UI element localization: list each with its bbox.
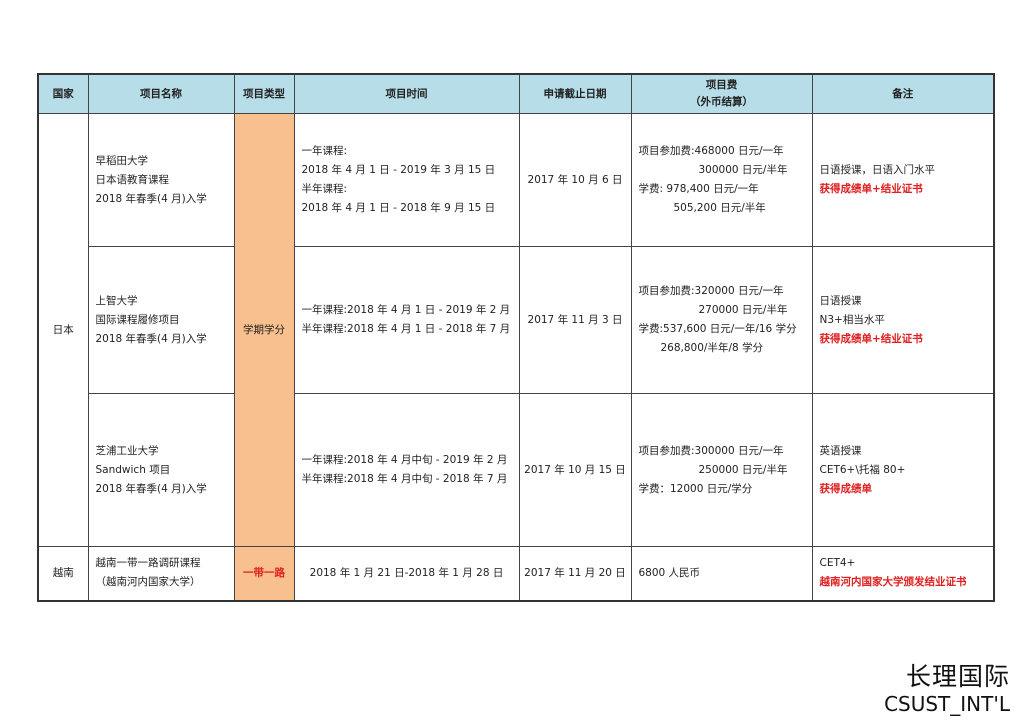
fee-line: 268,800/半年/8 学分 <box>660 342 764 354</box>
header-row: 国家 项目名称 项目类型 项目时间 申请截止日期 项目费 （外币结算） 备注 <box>37 73 995 114</box>
name-line: 芝浦工业大学 <box>95 444 159 457</box>
name-line: 日本语教育课程 <box>95 173 170 186</box>
logo-chinese: 长理国际 <box>905 662 1010 691</box>
header-name: 项目名称 <box>87 73 235 114</box>
notes-line: 日语授课，日语入门水平 <box>819 164 936 176</box>
fee-cell: 6800 人民币 <box>630 546 813 601</box>
time-cell: 2018 年 1 月 21 日-2018 年 1 月 28 日 <box>293 546 520 601</box>
name-line: 越南一带一路调研课程 <box>95 557 201 570</box>
time-line: 一年课程: <box>301 145 348 157</box>
time-line: 半年课程: <box>301 183 348 195</box>
table-row: 日本 早稻田大学日本语教育课程 2018 年春季(4 月)入学 学期学分 一年课程… <box>37 113 995 547</box>
header-fee-line1: 项目费 <box>705 79 738 91</box>
notes-cell: CET4+ 越南河内国家大学颁发结业证书 <box>811 546 995 601</box>
fee-line: 270000 日元/半年 <box>698 304 788 316</box>
time-cell: 一年课程: 2018 年 4 月 1 日 - 2019 年 3 月 15 日半年课… <box>293 113 520 247</box>
deadline-cell: 2017 年 10 月 6 日 <box>518 113 632 247</box>
fee-line: 学费: 978,400 日元/一年 <box>638 183 759 195</box>
fee-line: 505,200 日元/半年 <box>673 202 766 214</box>
notes-highlight: 越南河内国家大学颁发结业证书 <box>819 576 967 589</box>
fee-line: 项目参加费:468000 日元/一年 <box>638 145 784 157</box>
name-line: 国际课程履修项目 <box>95 313 180 326</box>
header-fee: 项目费 （外币结算） <box>630 73 813 114</box>
notes-line: N3+相当水平 <box>819 313 885 326</box>
time-cell: 一年课程:2018 年 4 月中旬 - 2019 年 2 月半年课程:2018 … <box>293 393 520 547</box>
deadline-cell: 2017 年 11 月 3 日 <box>518 246 632 394</box>
name-line: 2018 年春季(4 月)入学 <box>95 332 207 345</box>
logo: 长理国际 CSUST_INT'L <box>884 662 1010 716</box>
type-cell: 学期学分 <box>233 113 295 547</box>
table-row: 上智大学国际课程履修项目 2018 年春季(4 月)入学 一年课程:2018 年 … <box>38 246 995 394</box>
header-time: 项目时间 <box>293 73 520 114</box>
header-country: 国家 <box>37 73 89 114</box>
name-line: 早稻田大学 <box>95 154 149 167</box>
time-line: 2018 年 4 月 1 日 - 2019 年 3 月 15 日 <box>301 164 496 176</box>
header-fee-line2: （外币结算） <box>690 96 753 108</box>
name-line: （越南河内国家大学） <box>95 576 201 589</box>
program-table: 国家 项目名称 项目类型 项目时间 申请截止日期 项目费 （外币结算） 备注 日本… <box>37 73 995 602</box>
fee-cell: 项目参加费:320000 日元/一年 270000 日元/半年学费:537,600… <box>630 246 813 394</box>
time-cell: 一年课程:2018 年 4 月 1 日 - 2019 年 2 月半年课程:201… <box>293 246 520 394</box>
name-cell: 上智大学国际课程履修项目 2018 年春季(4 月)入学 <box>87 246 235 394</box>
header-notes: 备注 <box>811 73 995 114</box>
notes-line: 英语授课 <box>819 444 862 457</box>
name-cell: 越南一带一路调研课程 （越南河内国家大学） <box>87 546 235 601</box>
notes-highlight: 获得成绩单 <box>819 482 873 495</box>
fee-line: 学费:537,600 日元/一年/16 学分 <box>638 323 797 335</box>
notes-cell: 日语授课，日语入门水平 获得成绩单+结业证书 <box>811 113 995 247</box>
name-line: 2018 年春季(4 月)入学 <box>95 482 207 495</box>
header-deadline: 申请截止日期 <box>518 73 632 114</box>
notes-line: CET6+\托福 80+ <box>819 463 906 476</box>
fee-line: 300000 日元/半年 <box>698 164 788 176</box>
notes-cell: 英语授课 CET6+\托福 80+ 获得成绩单 <box>811 393 995 547</box>
country-cell: 日本 <box>37 113 89 547</box>
fee-cell: 项目参加费:468000 日元/一年 300000 日元/半年学费: 978,40… <box>630 113 813 247</box>
time-line: 一年课程:2018 年 4 月 1 日 - 2019 年 2 月 <box>301 304 511 316</box>
deadline-cell: 2017 年 11 月 20 日 <box>518 546 632 601</box>
country-cell: 越南 <box>37 546 89 601</box>
notes-highlight: 获得成绩单+结业证书 <box>819 183 923 195</box>
time-line: 一年课程:2018 年 4 月中旬 - 2019 年 2 月 <box>301 454 508 466</box>
table-row: 越南 越南一带一路调研课程 （越南河内国家大学） 一带一路 2018 年 1 月 … <box>37 546 995 601</box>
name-line: 上智大学 <box>95 294 138 307</box>
header-type: 项目类型 <box>233 73 295 114</box>
table-row: 芝浦工业大学 Sandwich 项目 2018 年春季(4 月)入学 一年课程:20… <box>38 393 995 547</box>
time-line: 半年课程:2018 年 4 月中旬 - 2018 年 7 月 <box>301 473 508 485</box>
notes-line: 日语授课 <box>819 294 862 307</box>
time-line: 半年课程:2018 年 4 月 1 日 - 2018 年 7 月 <box>301 323 511 335</box>
name-cell: 芝浦工业大学 Sandwich 项目 2018 年春季(4 月)入学 <box>87 393 235 547</box>
fee-line: 项目参加费:320000 日元/一年 <box>638 285 784 297</box>
logo-english: CSUST_INT'L <box>884 692 1010 716</box>
name-line: Sandwich 项目 <box>95 463 171 476</box>
type-cell: 一带一路 <box>233 546 295 601</box>
fee-cell: 项目参加费:300000 日元/一年 250000 日元/半年学费：12000 日… <box>630 393 813 547</box>
fee-line: 学费：12000 日元/学分 <box>638 482 753 495</box>
fee-line: 项目参加费:300000 日元/一年 <box>638 444 784 457</box>
name-cell: 早稻田大学日本语教育课程 2018 年春季(4 月)入学 <box>87 113 235 247</box>
fee-line: 250000 日元/半年 <box>698 463 788 476</box>
deadline-cell: 2017 年 10 月 15 日 <box>518 393 632 547</box>
notes-cell: 日语授课 N3+相当水平获得成绩单+结业证书 <box>811 246 995 394</box>
name-line: 2018 年春季(4 月)入学 <box>95 192 207 205</box>
time-line: 2018 年 4 月 1 日 - 2018 年 9 月 15 日 <box>301 202 496 214</box>
notes-highlight: 获得成绩单+结业证书 <box>819 332 923 345</box>
notes-line: CET4+ <box>819 557 856 570</box>
